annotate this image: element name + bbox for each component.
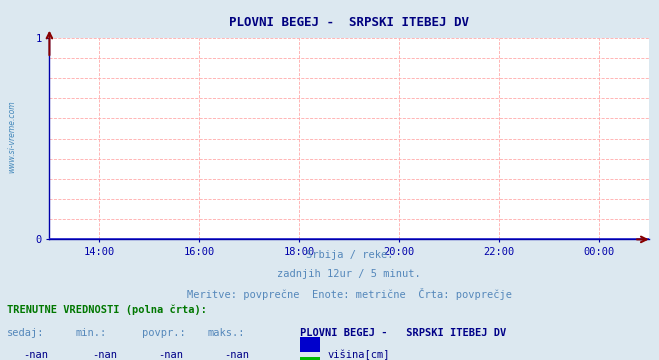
Text: sedaj:: sedaj: (7, 328, 44, 338)
Text: povpr.:: povpr.: (142, 328, 185, 338)
Text: TRENUTNE VREDNOSTI (polna črta):: TRENUTNE VREDNOSTI (polna črta): (7, 304, 206, 315)
Text: min.:: min.: (76, 328, 107, 338)
Text: -nan: -nan (158, 350, 183, 360)
Text: maks.:: maks.: (208, 328, 245, 338)
Text: PLOVNI BEGEJ -   SRPSKI ITEBEJ DV: PLOVNI BEGEJ - SRPSKI ITEBEJ DV (300, 328, 506, 338)
Text: -nan: -nan (92, 350, 117, 360)
Text: višina[cm]: višina[cm] (328, 350, 390, 360)
Text: Srbija / reke.: Srbija / reke. (306, 250, 393, 260)
Text: PLOVNI BEGEJ -  SRPSKI ITEBEJ DV: PLOVNI BEGEJ - SRPSKI ITEBEJ DV (229, 16, 469, 29)
Text: zadnjih 12ur / 5 minut.: zadnjih 12ur / 5 minut. (277, 269, 421, 279)
Text: Meritve: povprečne  Enote: metrične  Črta: povprečje: Meritve: povprečne Enote: metrične Črta:… (186, 288, 512, 300)
Text: -nan: -nan (23, 350, 48, 360)
Text: -nan: -nan (224, 350, 249, 360)
Text: www.si-vreme.com: www.si-vreme.com (7, 100, 16, 173)
